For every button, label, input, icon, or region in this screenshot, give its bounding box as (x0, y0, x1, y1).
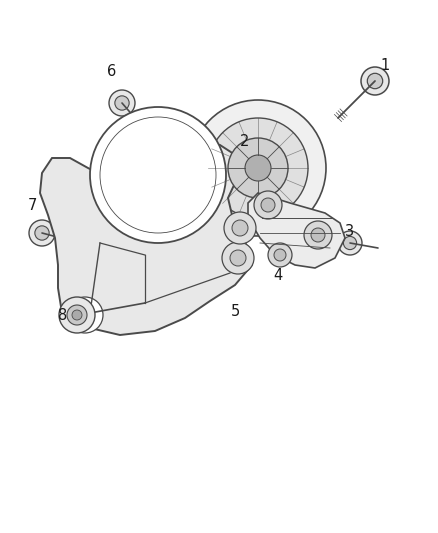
Circle shape (338, 231, 362, 255)
Circle shape (208, 118, 308, 218)
Circle shape (343, 237, 357, 249)
Text: 3: 3 (346, 223, 355, 238)
Text: 6: 6 (107, 63, 117, 78)
Circle shape (222, 242, 254, 274)
Circle shape (230, 250, 246, 266)
Text: 8: 8 (58, 308, 67, 322)
Text: 1: 1 (380, 58, 390, 72)
Circle shape (190, 100, 326, 236)
Circle shape (72, 310, 82, 320)
Circle shape (274, 249, 286, 261)
Text: 7: 7 (27, 198, 37, 213)
Circle shape (367, 74, 383, 88)
Text: 5: 5 (230, 303, 240, 319)
Circle shape (115, 96, 129, 110)
Circle shape (304, 221, 332, 249)
Polygon shape (40, 141, 252, 335)
Circle shape (35, 226, 49, 240)
Polygon shape (248, 193, 345, 268)
Circle shape (67, 305, 87, 325)
Circle shape (245, 155, 271, 181)
Circle shape (228, 138, 288, 198)
Circle shape (254, 191, 282, 219)
Circle shape (311, 228, 325, 242)
Circle shape (109, 90, 135, 116)
Circle shape (232, 220, 248, 236)
Circle shape (67, 297, 103, 333)
Text: 2: 2 (240, 133, 250, 149)
Circle shape (59, 297, 95, 333)
Circle shape (361, 67, 389, 95)
Circle shape (90, 107, 226, 243)
Circle shape (268, 243, 292, 267)
Circle shape (29, 220, 55, 246)
Text: 4: 4 (273, 268, 283, 282)
Circle shape (224, 212, 256, 244)
Circle shape (261, 198, 275, 212)
